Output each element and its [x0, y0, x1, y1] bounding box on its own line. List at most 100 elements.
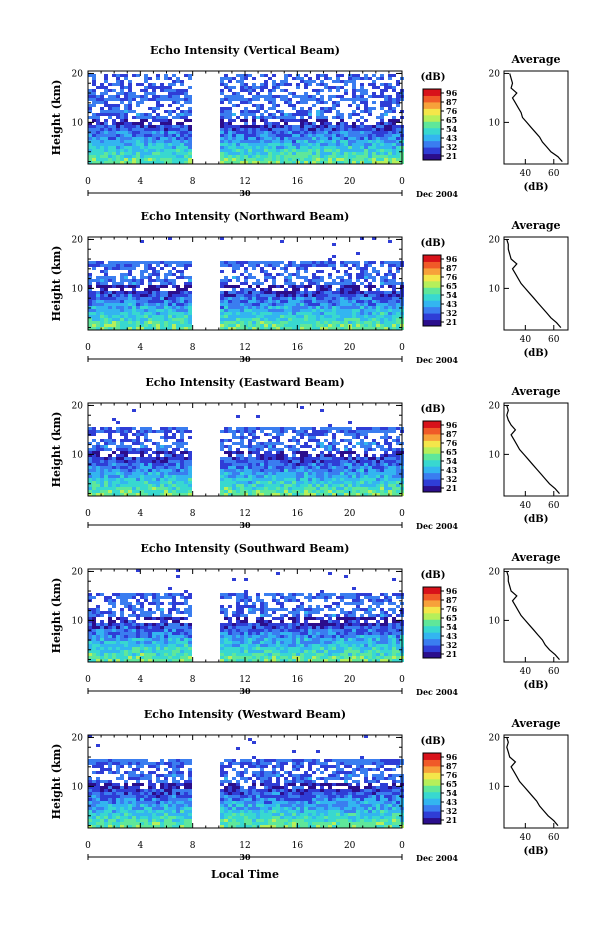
avg-y-tick-label: 20: [489, 401, 501, 411]
avg-x-tick-label: 60: [548, 667, 560, 677]
x-tick-label: 20: [344, 343, 356, 353]
colorbar-swatch: [423, 427, 441, 434]
date-label: Dec 2004: [416, 189, 458, 199]
colorbar-swatch: [423, 115, 441, 122]
x-tick-label: 12: [239, 675, 250, 685]
colorbar-swatch: [423, 320, 441, 327]
avg-x-label: (dB): [524, 680, 549, 691]
heatmap-cells: [88, 569, 404, 662]
colorbar-tick-label: 21: [446, 483, 457, 493]
colorbar-swatch: [423, 268, 441, 275]
colorbar-swatch: [423, 300, 441, 307]
colorbar-swatch: [423, 785, 441, 792]
y-tick-label: 20: [72, 69, 84, 79]
x-tick-label: 0: [399, 509, 405, 519]
colorbar-swatch: [423, 89, 441, 96]
avg-x-tick-label: 40: [520, 833, 532, 843]
colorbar-swatch: [423, 593, 441, 600]
panel-1: Echo Intensity (Northward Beam)2010Heigh…: [50, 210, 568, 365]
panel-title: Echo Intensity (Eastward Beam): [145, 376, 344, 389]
colorbar-swatch: [423, 619, 441, 626]
average-profile-line: [510, 73, 563, 161]
avg-x-tick-label: 40: [520, 501, 532, 511]
colorbar-swatch: [423, 447, 441, 454]
date-label: Dec 2004: [416, 853, 458, 863]
colorbar-swatch: [423, 792, 441, 799]
x-tick-label: 0: [85, 675, 91, 685]
average-frame: [504, 735, 568, 828]
colorbar-swatch: [423, 453, 441, 460]
colorbar-swatch: [423, 587, 441, 594]
average-title: Average: [510, 53, 560, 66]
colorbar-swatch: [423, 466, 441, 473]
colorbar-swatch: [423, 128, 441, 135]
x-tick-label: 16: [292, 509, 304, 519]
avg-x-tick-label: 40: [520, 335, 532, 345]
colorbar-unit: (dB): [421, 570, 446, 581]
colorbar-swatch: [423, 95, 441, 102]
avg-y-tick-label: 10: [489, 284, 501, 294]
colorbar-swatch: [423, 753, 441, 760]
avg-x-tick-label: 60: [548, 335, 560, 345]
avg-y-tick-label: 10: [489, 450, 501, 460]
x-tick-label: 16: [292, 841, 304, 851]
average-frame: [504, 403, 568, 496]
avg-x-tick-label: 60: [548, 501, 560, 511]
y-tick-label: 10: [72, 450, 84, 460]
average-frame: [504, 71, 568, 164]
panel-title: Echo Intensity (Westward Beam): [144, 708, 346, 721]
day-label: 30: [239, 188, 251, 198]
x-tick-label: 8: [190, 509, 196, 519]
date-label: Dec 2004: [416, 687, 458, 697]
avg-y-tick-label: 10: [489, 118, 501, 128]
colorbar-swatch: [423, 134, 441, 141]
colorbar-swatch: [423, 645, 441, 652]
colorbar-swatch: [423, 606, 441, 613]
colorbar-swatch: [423, 473, 441, 480]
x-tick-label: 8: [190, 343, 196, 353]
day-label: 30: [239, 354, 251, 364]
colorbar-swatch: [423, 274, 441, 281]
avg-x-label: (dB): [524, 182, 549, 193]
panel-2: Echo Intensity (Eastward Beam)2010Height…: [50, 376, 568, 531]
colorbar-swatch: [423, 766, 441, 773]
panel-4: Echo Intensity (Westward Beam)2010Height…: [50, 708, 568, 863]
colorbar-swatch: [423, 759, 441, 766]
average-profile-line: [507, 405, 560, 493]
colorbar-swatch: [423, 307, 441, 314]
colorbar-swatch: [423, 261, 441, 268]
x-tick-label: 0: [399, 675, 405, 685]
x-tick-label: 0: [85, 177, 91, 187]
colorbar-swatch: [423, 600, 441, 607]
colorbar-swatch: [423, 255, 441, 262]
y-tick-label: 20: [72, 733, 84, 743]
x-tick-label: 12: [239, 841, 250, 851]
colorbar-swatch: [423, 154, 441, 161]
colorbar-swatch: [423, 440, 441, 447]
panel-title: Echo Intensity (Southward Beam): [141, 542, 350, 555]
average-title: Average: [510, 219, 560, 232]
x-tick-label: 16: [292, 343, 304, 353]
x-tick-label: 20: [344, 509, 356, 519]
colorbar-swatch: [423, 779, 441, 786]
colorbar-swatch: [423, 805, 441, 812]
colorbar-swatch: [423, 121, 441, 128]
average-frame: [504, 237, 568, 330]
avg-y-tick-label: 20: [489, 235, 501, 245]
colorbar-swatch: [423, 313, 441, 320]
y-tick-label: 10: [72, 782, 84, 792]
colorbar-swatch: [423, 639, 441, 646]
x-tick-label: 0: [399, 841, 405, 851]
colorbar-swatch: [423, 613, 441, 620]
average-title: Average: [510, 385, 560, 398]
colorbar-swatch: [423, 141, 441, 148]
avg-y-tick-label: 10: [489, 782, 501, 792]
avg-x-tick-label: 40: [520, 667, 532, 677]
heatmap-cells: [88, 406, 404, 496]
x-tick-label: 12: [239, 509, 250, 519]
